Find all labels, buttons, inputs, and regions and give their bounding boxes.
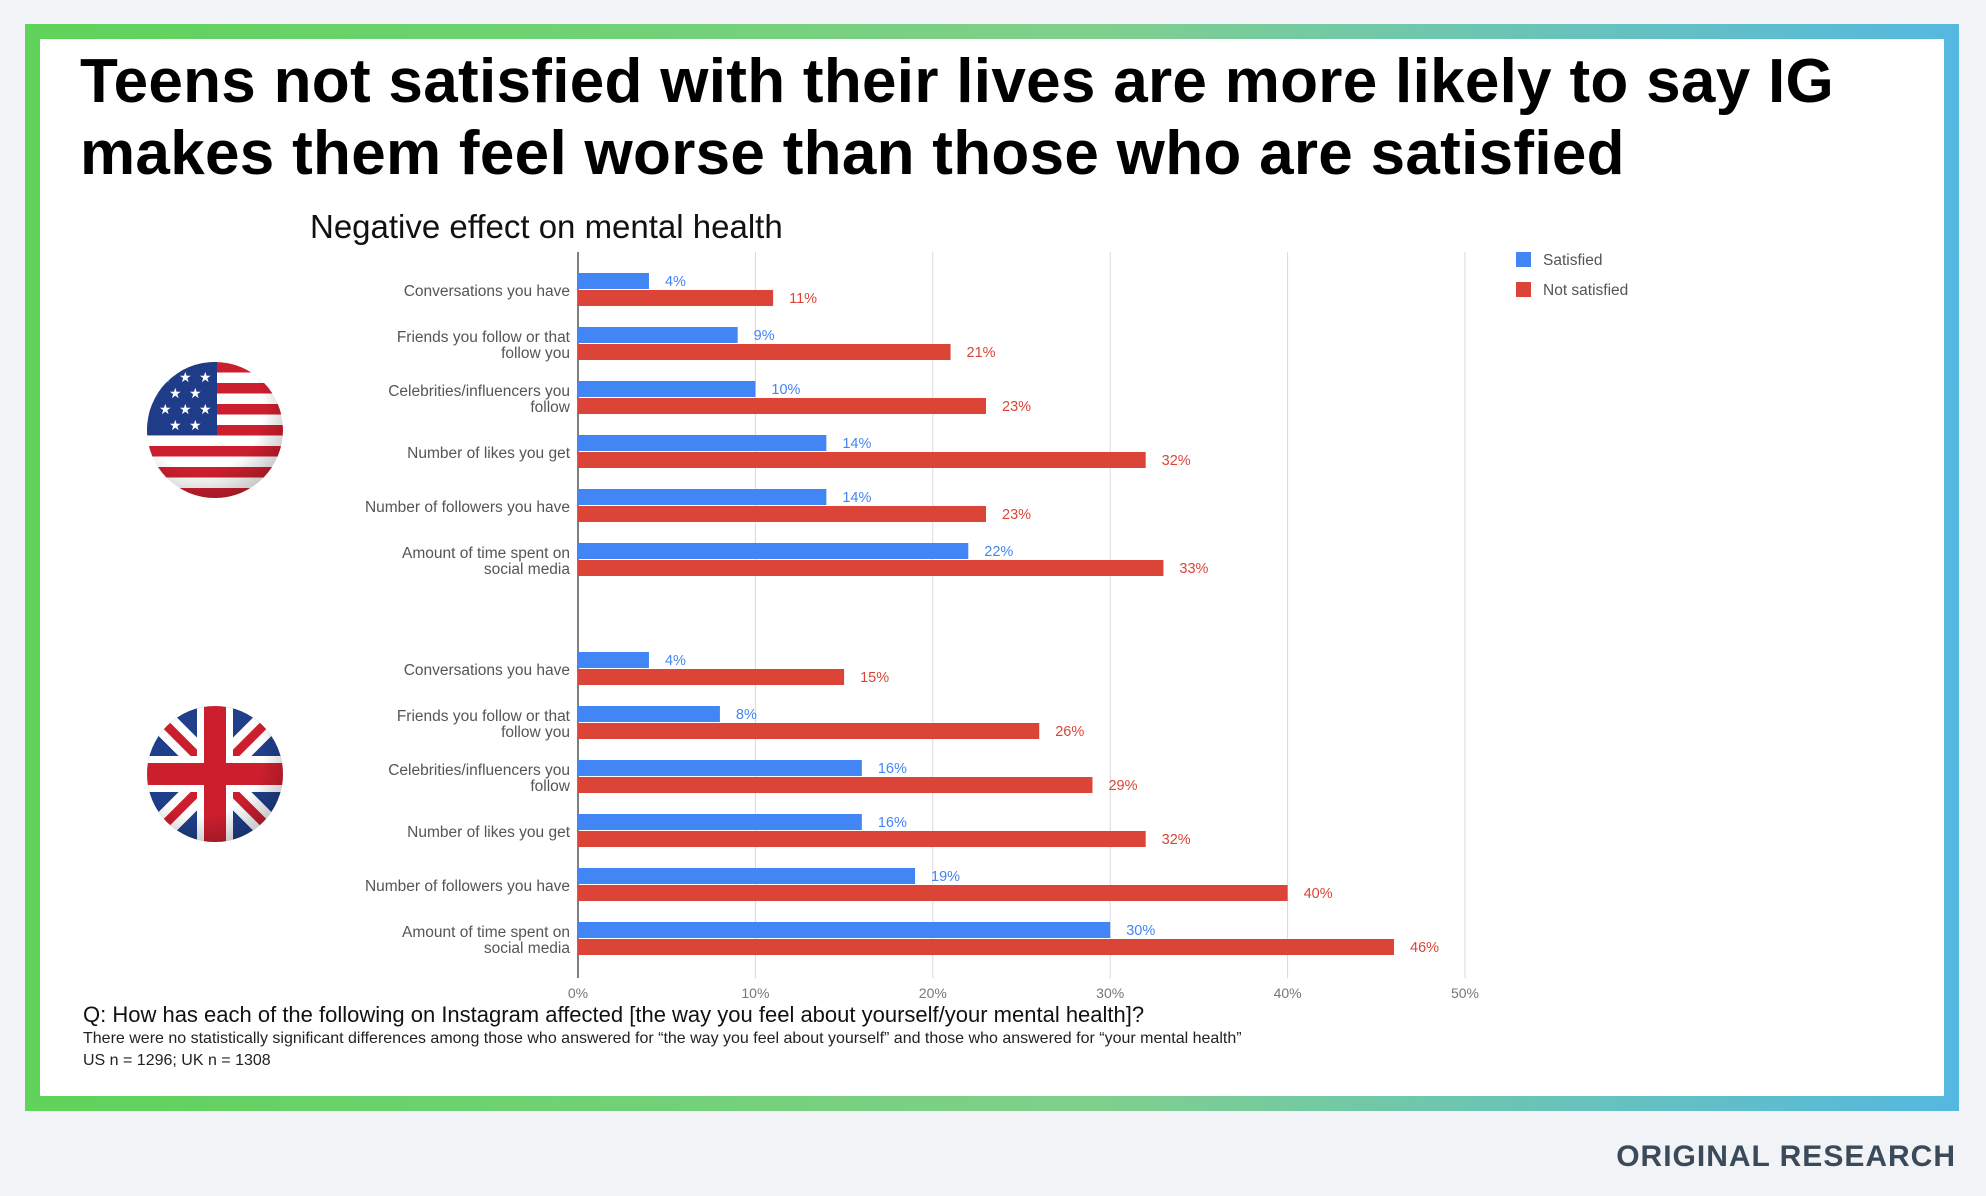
data-label: 32% bbox=[1162, 453, 1191, 469]
legend-label: Not satisfied bbox=[1543, 282, 1628, 299]
x-tick-label: 50% bbox=[1451, 985, 1479, 1001]
chart-title: Negative effect on mental health bbox=[310, 208, 783, 245]
bar-satisfied bbox=[578, 868, 916, 884]
bar-satisfied bbox=[578, 652, 649, 668]
data-label: 4% bbox=[665, 274, 686, 290]
survey-question: Q: How has each of the following on Inst… bbox=[83, 1002, 1145, 1027]
data-label: 26% bbox=[1055, 724, 1084, 740]
data-label: 15% bbox=[860, 670, 889, 686]
bar-satisfied bbox=[578, 760, 862, 776]
bar-satisfied bbox=[578, 814, 862, 830]
footnote: There were no statistically significant … bbox=[83, 1030, 1242, 1047]
bar-satisfied bbox=[578, 435, 827, 451]
data-label: 40% bbox=[1304, 886, 1333, 902]
brand-label: ORIGINAL RESEARCH bbox=[1616, 1140, 1956, 1173]
bar-not-satisfied bbox=[578, 723, 1040, 739]
bar-not-satisfied bbox=[578, 669, 845, 685]
category-label: Friends you follow or that follow you bbox=[397, 329, 571, 362]
data-label: 8% bbox=[736, 707, 757, 723]
data-label: 32% bbox=[1162, 832, 1191, 848]
legend-label: Satisfied bbox=[1543, 252, 1602, 269]
bar-satisfied bbox=[578, 273, 649, 289]
bar-satisfied bbox=[578, 381, 756, 397]
category-label: Friends you follow or that follow you bbox=[397, 708, 571, 741]
data-label: 29% bbox=[1108, 778, 1137, 794]
us-flag-icon: ★★★ ★★ ★★★ ★★ bbox=[147, 362, 283, 498]
bar-satisfied bbox=[578, 489, 827, 505]
legend-swatch bbox=[1516, 282, 1531, 297]
data-label: 19% bbox=[931, 869, 960, 885]
category-label: Celebrities/influencers you follow bbox=[388, 383, 571, 416]
bar-satisfied bbox=[578, 543, 969, 559]
category-label: Amount of time spent on social media bbox=[402, 545, 570, 578]
data-label: 21% bbox=[967, 345, 996, 361]
bar-not-satisfied bbox=[578, 344, 951, 360]
bar-not-satisfied bbox=[578, 885, 1288, 901]
headline: Teens not satisfied with their lives are… bbox=[80, 47, 1835, 188]
bar-not-satisfied bbox=[578, 939, 1395, 955]
legend-swatch bbox=[1516, 252, 1531, 267]
data-label: 30% bbox=[1126, 923, 1155, 939]
uk-flag-icon bbox=[147, 706, 283, 842]
bar-satisfied bbox=[578, 706, 720, 722]
bar-satisfied bbox=[578, 922, 1111, 938]
x-tick-label: 10% bbox=[741, 985, 769, 1001]
category-label: Amount of time spent on social media bbox=[402, 924, 570, 957]
x-tick-label: 0% bbox=[568, 985, 588, 1001]
category-label: Celebrities/influencers you follow bbox=[388, 762, 571, 795]
x-tick-label: 30% bbox=[1096, 985, 1124, 1001]
bar-not-satisfied bbox=[578, 398, 987, 414]
data-label: 4% bbox=[665, 653, 686, 669]
category-label: Number of likes you get bbox=[407, 445, 571, 462]
x-tick-label: 40% bbox=[1274, 985, 1302, 1001]
category-label: Conversations you have bbox=[404, 283, 570, 300]
bar-not-satisfied bbox=[578, 290, 774, 306]
bar-not-satisfied bbox=[578, 506, 987, 522]
category-label: Conversations you have bbox=[404, 662, 570, 679]
category-label: Number of likes you get bbox=[407, 824, 571, 841]
data-label: 33% bbox=[1179, 561, 1208, 577]
data-label: 14% bbox=[842, 436, 871, 452]
data-label: 23% bbox=[1002, 507, 1031, 523]
data-label: 16% bbox=[878, 815, 907, 831]
bar-not-satisfied bbox=[578, 831, 1146, 847]
data-label: 14% bbox=[842, 490, 871, 506]
data-label: 9% bbox=[754, 328, 775, 344]
data-label: 16% bbox=[878, 761, 907, 777]
data-label: 23% bbox=[1002, 399, 1031, 415]
data-label: 46% bbox=[1410, 940, 1439, 956]
bar-not-satisfied bbox=[578, 777, 1093, 793]
category-label: Number of followers you have bbox=[365, 878, 570, 895]
bar-not-satisfied bbox=[578, 452, 1146, 468]
category-label: Number of followers you have bbox=[365, 499, 570, 516]
x-tick-label: 20% bbox=[919, 985, 947, 1001]
bar-not-satisfied bbox=[578, 560, 1164, 576]
data-label: 10% bbox=[771, 382, 800, 398]
data-label: 11% bbox=[789, 291, 817, 307]
sample-size: US n = 1296; UK n = 1308 bbox=[83, 1052, 271, 1069]
data-label: 22% bbox=[984, 544, 1013, 560]
bar-satisfied bbox=[578, 327, 738, 343]
